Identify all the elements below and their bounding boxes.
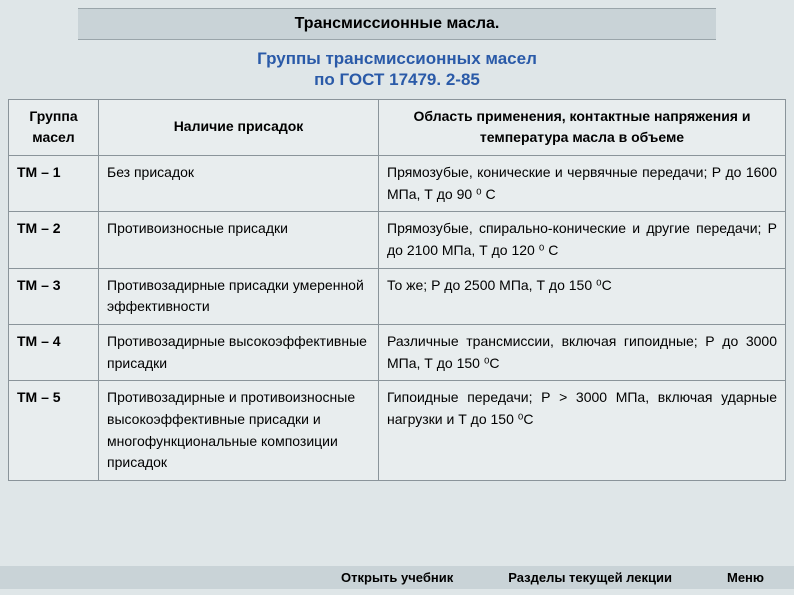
footer-bar: Открыть учебник Разделы текущей лекции М… [0,566,794,589]
subtitle-line1: Группы трансмиссионных масел [257,49,537,68]
cell-additives: Без присадок [99,155,379,211]
open-textbook-link[interactable]: Открыть учебник [341,570,453,585]
cell-group: ТМ – 1 [9,155,99,211]
cell-additives: Противоизносные присадки [99,212,379,268]
col-header-additives: Наличие присадок [99,99,379,155]
cell-application: Прямозубые, конические и червячные перед… [379,155,786,211]
subtitle-line2: по ГОСТ 17479. 2-85 [314,70,480,89]
cell-application: Гипоидные передачи; Р > 3000 МПа, включа… [379,381,786,481]
table-row: ТМ – 3 Противозадирные присадки умеренно… [9,268,786,324]
cell-application: То же; Р до 2500 МПа, Т до 150 ⁰С [379,268,786,324]
oil-groups-table: Группа масел Наличие присадок Область пр… [8,99,786,482]
cell-group: ТМ – 2 [9,212,99,268]
table-header-row: Группа масел Наличие присадок Область пр… [9,99,786,155]
table-row: ТМ – 2 Противоизносные присадки Прямозуб… [9,212,786,268]
menu-link[interactable]: Меню [727,570,764,585]
cell-additives: Противозадирные присадки умеренной эффек… [99,268,379,324]
cell-application: Различные трансмиссии, включая гипоидные… [379,325,786,381]
table-row: ТМ – 4 Противозадирные высокоэффективные… [9,325,786,381]
cell-group: ТМ – 4 [9,325,99,381]
table-row: ТМ – 1 Без присадок Прямозубые, коническ… [9,155,786,211]
lecture-sections-link[interactable]: Разделы текущей лекции [508,570,672,585]
cell-additives: Противозадирные высокоэффективные присад… [99,325,379,381]
cell-application: Прямозубые, спирально-конические и други… [379,212,786,268]
page-title: Трансмиссионные масла. [78,8,716,40]
cell-group: ТМ – 5 [9,381,99,481]
col-header-application: Область применения, контактные напряжени… [379,99,786,155]
page-subtitle: Группы трансмиссионных масел по ГОСТ 174… [8,48,786,91]
table-row: ТМ – 5 Противозадирные и противоизносные… [9,381,786,481]
cell-group: ТМ – 3 [9,268,99,324]
cell-additives: Противозадирные и противоизносные высоко… [99,381,379,481]
col-header-group: Группа масел [9,99,99,155]
